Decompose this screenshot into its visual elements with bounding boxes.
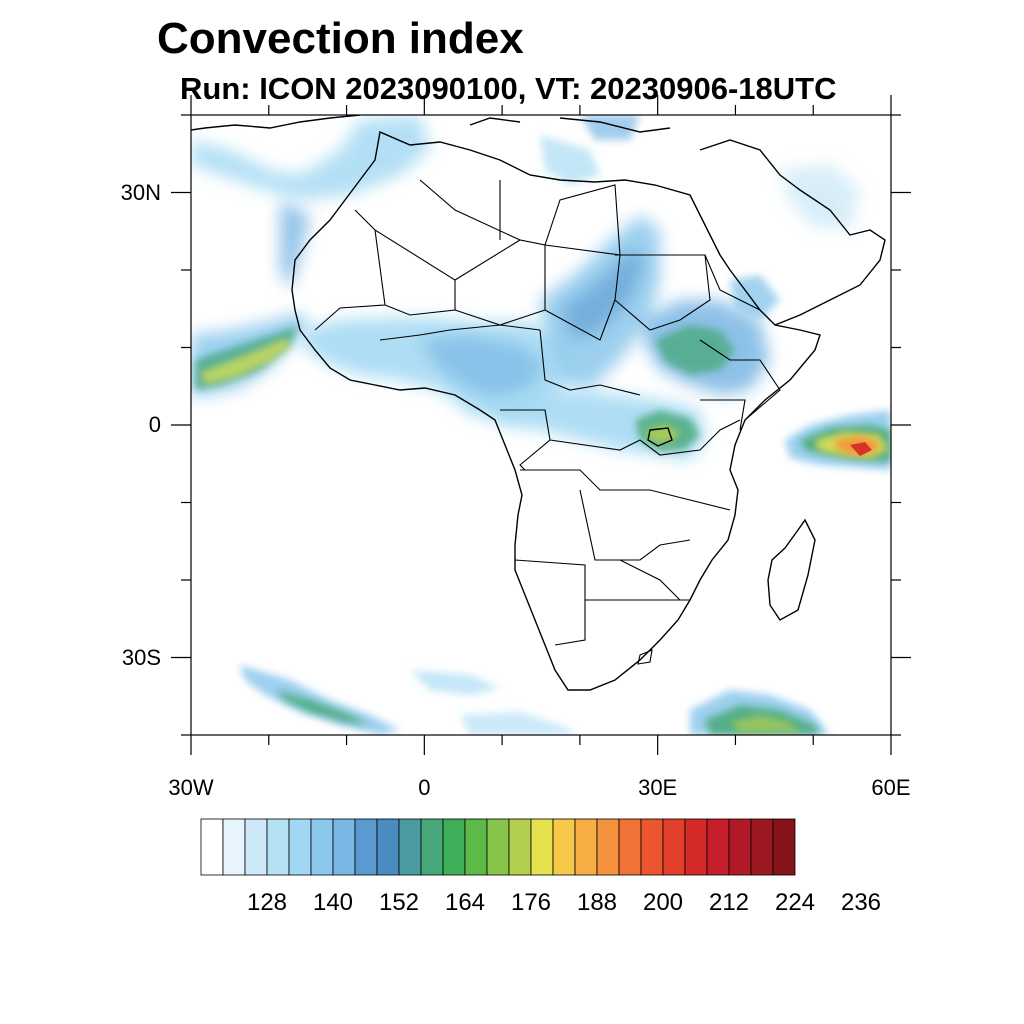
colorbar-swatch: [464, 818, 488, 876]
colorbar-swatch: [684, 818, 708, 876]
mediterranean-islands: [469, 117, 671, 133]
colorbar-swatch: [420, 818, 444, 876]
convection-area-northwest: [191, 115, 640, 290]
colorbar-label: 152: [378, 889, 420, 916]
lon-tick-label: 30W: [168, 775, 214, 800]
colorbar-swatch: [398, 818, 422, 876]
colorbar-swatch: [508, 818, 532, 876]
colorbar-swatch: [728, 818, 752, 876]
colorbar-swatch: [332, 818, 356, 876]
lon-tick-label: 30E: [638, 775, 678, 800]
colorbar-label: 128: [246, 889, 288, 916]
colorbar-swatch: [772, 818, 796, 876]
convection-area-ethiopia: [640, 300, 770, 395]
arabia-coastline: [699, 139, 886, 326]
convection-area-sudan: [540, 215, 660, 390]
convection-field: [191, 115, 891, 735]
convection-area-south-atlantic: [240, 665, 580, 735]
lat-tick-label: 30S: [121, 644, 161, 670]
colorbar-swatch: [530, 818, 554, 876]
convection-area-indian-ocean: [785, 410, 891, 470]
colorbar-swatch: [486, 818, 510, 876]
lake-victoria: [647, 427, 673, 447]
lat-tick-label: 0: [148, 412, 161, 437]
convection-area-sahel: [300, 318, 570, 420]
colorbar-swatch: [222, 818, 246, 876]
lon-tick-label: 0: [418, 775, 431, 800]
lon-tick-label: 60E: [871, 775, 911, 800]
africa-coastline: [291, 131, 821, 691]
colorbar-swatch: [662, 818, 686, 876]
colorbar-swatch: [354, 818, 378, 876]
colorbar-label: 200: [642, 889, 684, 916]
colorbar-swatch: [596, 818, 620, 876]
colorbar-swatch: [706, 818, 730, 876]
colorbar: [200, 818, 796, 876]
europe-coastline: [191, 115, 361, 131]
convection-area-lake-victoria: [490, 390, 705, 460]
colorbar-swatch: [288, 818, 312, 876]
colorbar-swatch: [266, 818, 290, 876]
madagascar-coastline: [767, 518, 816, 621]
colorbar-swatch: [552, 818, 576, 876]
colorbar-label: 164: [444, 889, 486, 916]
page-subtitle: Run: ICON 2023090100, VT: 20230906-18UTC: [180, 71, 837, 106]
colorbar-swatch: [442, 818, 466, 876]
lat-tick-label: 30N: [120, 179, 161, 205]
convection-area-atlantic: [191, 312, 308, 398]
colorbar-swatch: [750, 818, 774, 876]
colorbar-swatch: [574, 818, 598, 876]
coastlines: [191, 115, 886, 691]
colorbar-label: 188: [576, 889, 618, 916]
colorbar-swatch: [310, 818, 334, 876]
colorbar-swatch: [618, 818, 642, 876]
colorbar-swatch: [376, 818, 400, 876]
convection-area-southwest-indian: [690, 690, 830, 735]
colorbar-label: 236: [840, 889, 882, 916]
axis-ticks: [171, 95, 911, 755]
colorbar-label: 224: [774, 889, 816, 916]
colorbar-label: 140: [312, 889, 354, 916]
page-title: Convection index: [157, 14, 524, 63]
colorbar-swatch: [244, 818, 268, 876]
colorbar-swatch: [640, 818, 664, 876]
colorbar-swatch: [200, 818, 224, 876]
colorbar-label: 212: [708, 889, 750, 916]
colorbar-label: 176: [510, 889, 552, 916]
country-borders: [314, 179, 781, 665]
